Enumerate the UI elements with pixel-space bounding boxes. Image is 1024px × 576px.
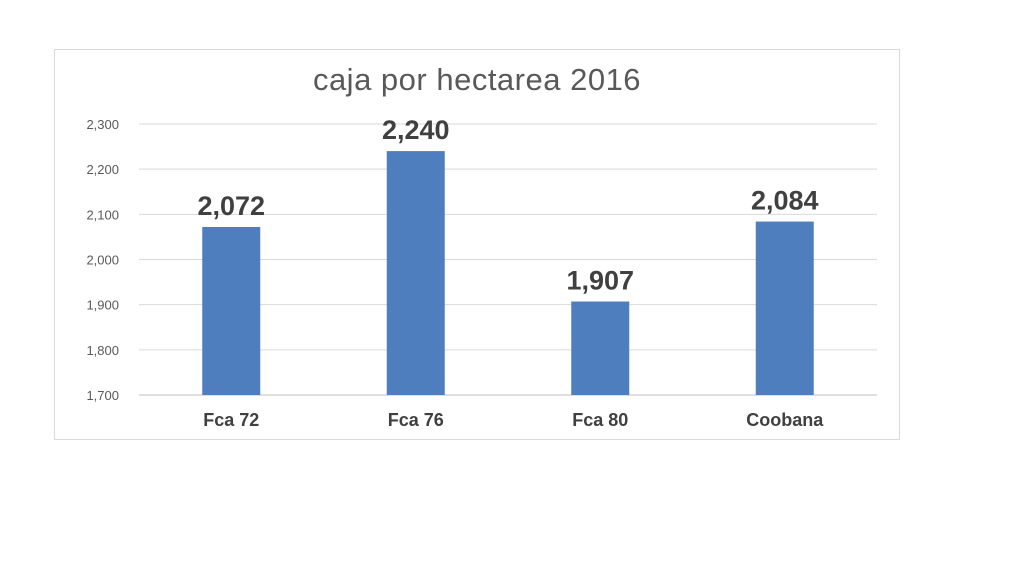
bar (571, 301, 630, 395)
y-tick-label: 1,900 (86, 298, 119, 313)
data-label: 2,240 (382, 115, 450, 145)
y-tick-label: 2,300 (86, 117, 119, 132)
bar (755, 221, 814, 395)
chart-title: caja por hectarea 2016 (312, 62, 642, 97)
bar-chart: 1,700 1,800 1,900 2,000 2,100 2,200 2,300 2,072… (86, 115, 877, 430)
data-label: 2,072 (197, 191, 265, 221)
category-label: Coobana (746, 410, 824, 430)
y-tick-label: 1,700 (86, 388, 119, 403)
y-tick-label: 2,200 (86, 162, 119, 177)
bar (386, 151, 445, 395)
data-label: 1,907 (566, 266, 634, 296)
y-tick-label: 1,800 (86, 343, 119, 358)
y-tick-label: 2,100 (86, 207, 119, 222)
category-label: Fca 76 (388, 410, 444, 430)
category-label: Fca 72 (203, 410, 259, 430)
category-label: Fca 80 (572, 410, 628, 430)
y-tick-label: 2,000 (86, 253, 119, 268)
data-label: 2,084 (751, 186, 819, 216)
chart-frame: caja por hectarea 2016 1,700 1,800 1,900 2,… (54, 49, 900, 440)
bar (202, 226, 261, 395)
